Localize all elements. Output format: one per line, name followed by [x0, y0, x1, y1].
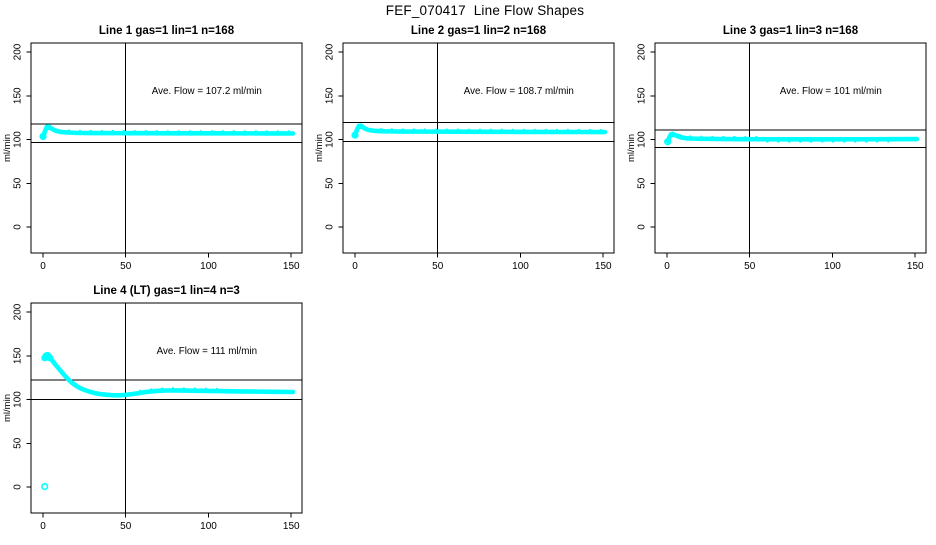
x-tick-label: 150	[907, 261, 924, 272]
axes	[339, 43, 615, 258]
chart-svg: Line 4 (LT) gas=1 lin=4 n=3 0 50 100 150 0 50 1…	[0, 278, 312, 540]
axes	[27, 43, 303, 258]
y-tick-label: 0	[637, 224, 648, 230]
y-tick-label: 50	[325, 177, 336, 189]
y-tick-label: 100	[637, 131, 648, 148]
y-tick-label: 100	[13, 391, 24, 408]
ave-flow-annotation: Ave. Flow = 107.2 ml/min	[152, 86, 262, 97]
chart-line-3: Line 3 gas=1 lin=3 n=168 0 50 100 150 0 50 100 1…	[624, 18, 936, 280]
chart-text: Line 2 gas=1 lin=2 n=168 0 50 100 150 0 50 100 1…	[314, 25, 612, 272]
chart-svg: Line 2 gas=1 lin=2 n=168 0 50 100 150 0 50 100 1…	[312, 18, 624, 280]
chart-svg: Line 3 gas=1 lin=3 n=168 0 50 100 150 0 50 100 1…	[624, 18, 936, 280]
y-tick-label: 150	[13, 87, 24, 104]
ave-flow-annotation: Ave. Flow = 108.7 ml/min	[464, 86, 574, 97]
data-band	[43, 127, 293, 136]
data-open-marker	[42, 484, 48, 490]
x-tick-label: 0	[40, 521, 46, 532]
data-blob-marker	[47, 355, 54, 362]
y-tick-label: 50	[637, 177, 648, 189]
y-tick-label: 0	[325, 224, 336, 230]
x-tick-label: 100	[824, 261, 841, 272]
data-blob-marker	[46, 124, 52, 130]
data-blob-marker	[358, 123, 364, 129]
chart-line-4: Line 4 (LT) gas=1 lin=4 n=3 0 50 100 150 0 50 1…	[0, 278, 312, 540]
x-tick-label: 0	[352, 261, 358, 272]
y-tick-label: 0	[13, 484, 24, 490]
y-tick-label: 100	[13, 131, 24, 148]
x-tick-label: 100	[200, 521, 217, 532]
data-band	[355, 126, 605, 135]
chart-title: Line 2 gas=1 lin=2 n=168	[411, 25, 547, 37]
y-tick-label: 0	[13, 224, 24, 230]
data-series	[352, 123, 605, 138]
figure-title: FEF_070417 Line Flow Shapes	[0, 3, 936, 18]
y-tick-label: 50	[13, 177, 24, 189]
data-blob-marker	[670, 132, 676, 138]
y-tick-label: 100	[325, 131, 336, 148]
ave-flow-annotation: Ave. Flow = 101 ml/min	[780, 86, 882, 97]
x-tick-label: 50	[744, 261, 756, 272]
x-tick-label: 100	[512, 261, 529, 272]
x-tick-label: 150	[283, 261, 300, 272]
chart-title: Line 1 gas=1 lin=1 n=168	[99, 25, 235, 37]
y-axis-label: ml/min	[314, 134, 325, 162]
x-tick-label: 100	[200, 261, 217, 272]
chart-text: Line 4 (LT) gas=1 lin=4 n=3 0 50 100 150 0 50 1…	[2, 285, 300, 532]
chart-svg: Line 1 gas=1 lin=1 n=168 0 50 100 150 0 50 100 1…	[0, 18, 312, 280]
x-tick-label: 50	[120, 261, 132, 272]
x-tick-label: 150	[595, 261, 612, 272]
axes	[651, 43, 927, 258]
y-tick-label: 150	[637, 87, 648, 104]
y-tick-label: 200	[13, 43, 24, 60]
y-axis-label: ml/min	[626, 134, 637, 162]
chart-title: Line 3 gas=1 lin=3 n=168	[723, 25, 859, 37]
data-series	[41, 352, 293, 489]
y-tick-label: 50	[13, 437, 24, 449]
x-tick-label: 0	[40, 261, 46, 272]
chart-title: Line 4 (LT) gas=1 lin=4 n=3	[93, 285, 239, 297]
data-band	[668, 134, 917, 141]
chart-text: Line 1 gas=1 lin=1 n=168 0 50 100 150 0 50 100 1…	[2, 25, 300, 272]
y-tick-label: 150	[13, 347, 24, 364]
chart-line-2: Line 2 gas=1 lin=2 n=168 0 50 100 150 0 50 100 1…	[312, 18, 624, 280]
x-tick-label: 50	[432, 261, 444, 272]
y-tick-label: 200	[13, 303, 24, 320]
data-band	[45, 355, 293, 395]
y-tick-label: 200	[637, 43, 648, 60]
y-axis-label: ml/min	[2, 394, 13, 422]
x-tick-label: 0	[664, 261, 670, 272]
chart-line-1: Line 1 gas=1 lin=1 n=168 0 50 100 150 0 50 100 1…	[0, 18, 312, 280]
data-series	[665, 132, 917, 145]
axes	[27, 303, 303, 518]
chart-text: Line 3 gas=1 lin=3 n=168 0 50 100 150 0 50 100 1…	[626, 25, 924, 272]
data-series	[40, 124, 293, 139]
y-tick-label: 200	[325, 43, 336, 60]
y-axis-label: ml/min	[2, 134, 13, 162]
x-tick-label: 50	[120, 521, 132, 532]
x-tick-label: 150	[283, 521, 300, 532]
y-tick-label: 150	[325, 87, 336, 104]
ave-flow-annotation: Ave. Flow = 111 ml/min	[157, 346, 257, 357]
